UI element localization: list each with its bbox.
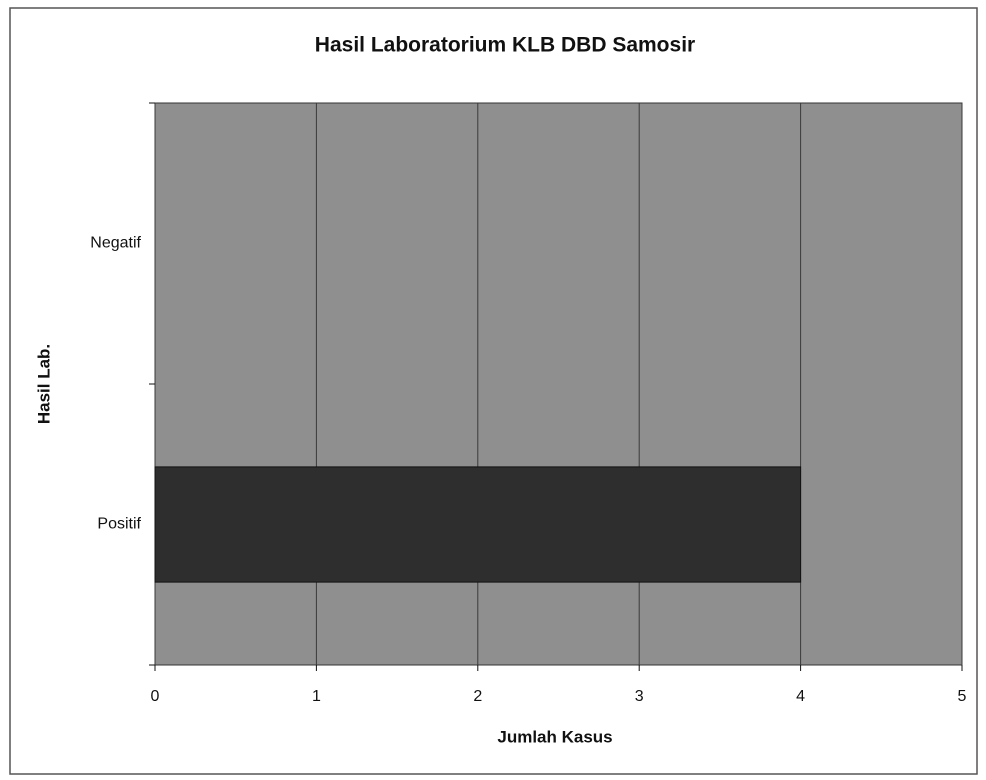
y-axis-title: Hasil Lab. — [34, 344, 53, 424]
x-tick-label: 0 — [151, 688, 160, 705]
bar — [154, 466, 802, 583]
chart-title: Hasil Laboratorium KLB DBD Samosir — [315, 34, 695, 57]
x-tick-label: 2 — [473, 688, 482, 705]
x-tick-label: 5 — [958, 688, 967, 705]
x-tick-label: 1 — [312, 688, 321, 705]
y-tick-label: Negatif — [90, 235, 141, 252]
y-tick-label: Positif — [97, 516, 141, 533]
x-tick-label: 4 — [796, 688, 805, 705]
x-tick-label: 3 — [635, 688, 644, 705]
x-axis-title: Jumlah Kasus — [497, 727, 612, 746]
